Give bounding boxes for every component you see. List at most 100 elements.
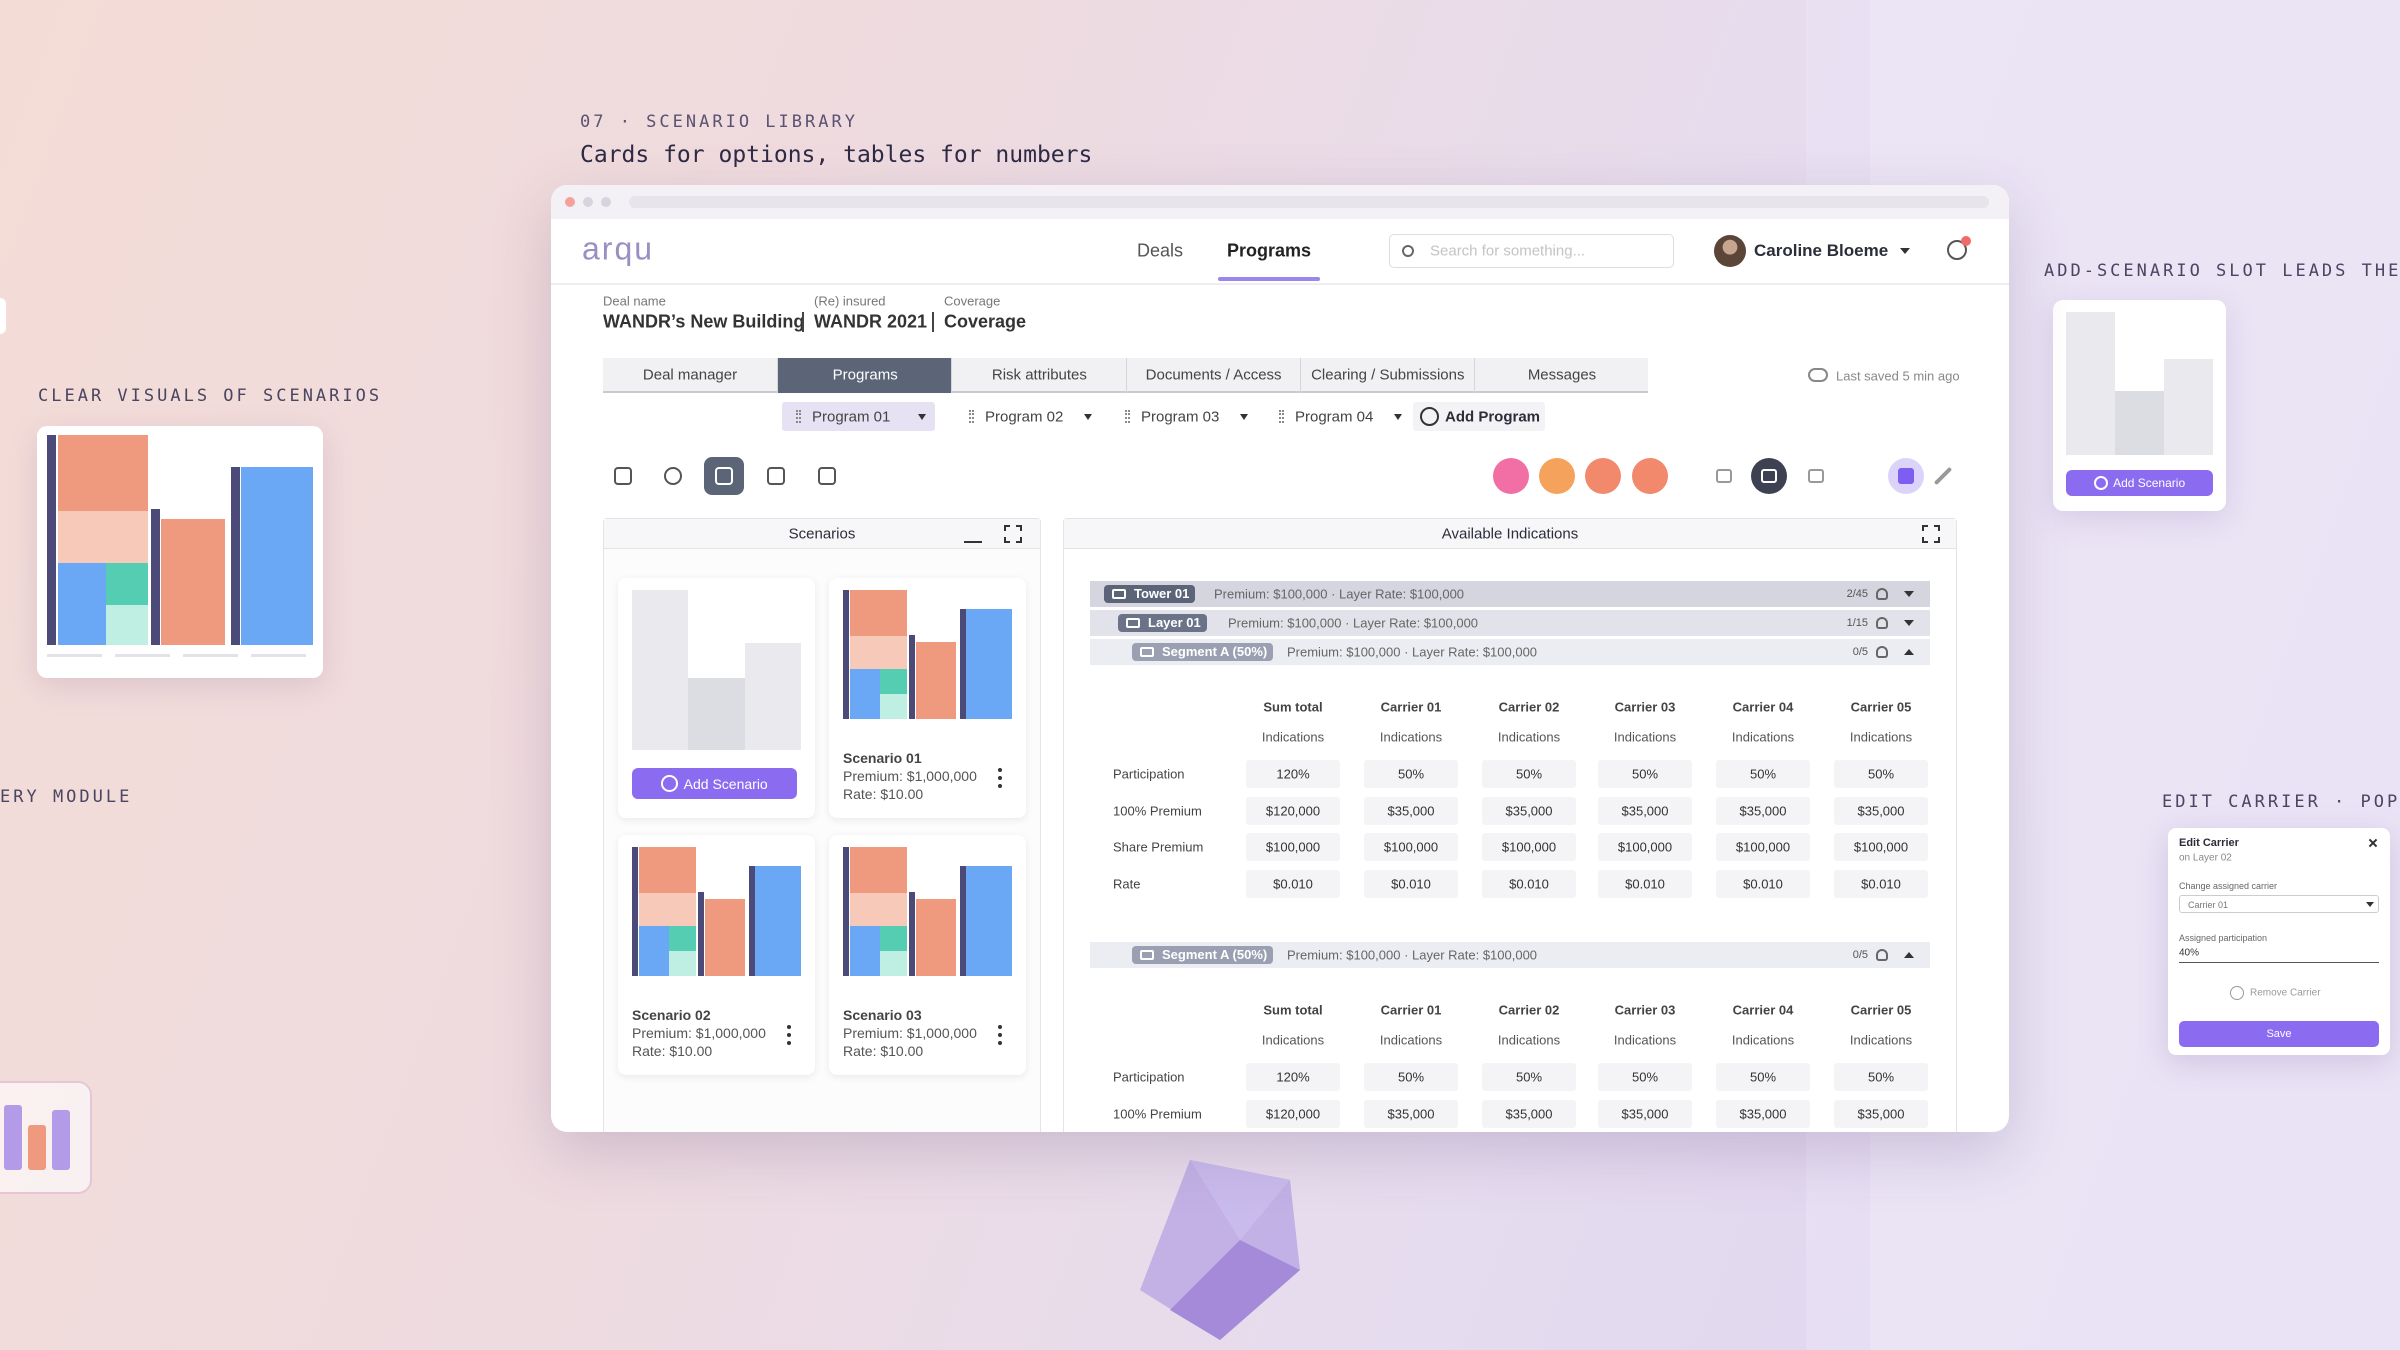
kebab-dot [998,768,1002,772]
save-button[interactable]: Save [2179,1021,2379,1047]
save-icon[interactable] [1888,458,1924,494]
cell-bg [1246,1099,1340,1128]
scenario-card[interactable]: Scenario 03 Premium: $1,000,000 Rate: $10.… [829,835,1026,1075]
chart-block [915,641,957,719]
cell: 50% [1631,766,1659,782]
placeholder-block [2164,359,2213,455]
row-pill: Segment A (50%) [1132,946,1274,964]
view-toggle[interactable] [1751,458,1787,494]
program-tab[interactable]: Program 01 [782,402,935,431]
row-caret [1904,591,1914,597]
add-scenario-button[interactable]: Add Scenario [632,768,797,799]
chart-block [849,893,908,926]
remove-button[interactable]: Remove Carrier [2250,987,2321,999]
drag-handle [1279,410,1284,423]
tab[interactable]: Messages [1474,358,1648,393]
row-icon [1140,647,1154,657]
tab[interactable]: Programs [777,358,952,393]
hierarchy-row[interactable]: Tower 01 Premium: $100,000 · Layer Rate: … [1090,581,1930,607]
hierarchy-row[interactable]: Segment A (50%) Premium: $100,000 · Layer… [1090,639,1930,665]
nav-link[interactable]: Programs [1226,240,1312,261]
column-subheader: Indications [1731,729,1795,745]
expand-icon[interactable] [1004,525,1022,543]
user-icon [1876,588,1888,600]
cell: $100,000 [1501,839,1557,855]
tool-icon[interactable] [704,457,744,495]
tool-icon[interactable] [603,457,643,495]
participation-input[interactable]: 40% [2179,947,2200,959]
scenario-card[interactable]: Add Scenario [618,578,815,818]
row-caret [1904,649,1914,655]
tool-icon[interactable] [756,457,796,495]
avatar[interactable] [1714,235,1746,267]
program-tab[interactable]: Program 03 [1111,402,1256,431]
tab[interactable]: Risk attributes [951,358,1125,393]
plus-icon [1420,407,1439,426]
cell-bg [1482,869,1576,898]
chart-block [632,847,638,976]
button-label: Add Scenario [2113,476,2186,490]
scenario-card[interactable]: Scenario 01 Premium: $1,000,000 Rate: $10.… [829,578,1026,818]
carrier-select[interactable]: Carrier 01 [2179,895,2379,913]
program-tab[interactable]: Program 02 [955,402,1100,431]
cell-bg [1246,833,1340,861]
cloud-icon [1808,368,1828,382]
cell: 120% [1276,766,1310,782]
cell-bg [1598,869,1692,898]
cell: 120% [1276,1069,1310,1085]
hierarchy-row[interactable]: Segment A (50%) Premium: $100,000 · Layer… [1090,942,1930,968]
cell-bg [1246,760,1340,788]
tab[interactable]: Deal manager [603,358,777,393]
program-label: Program 01 [812,408,891,426]
add-program[interactable]: Add Program [1413,402,1545,431]
edit-icon[interactable] [1933,466,1953,486]
nav-link[interactable]: Deals [1136,240,1184,261]
column-header: Carrier 02 [1498,1002,1560,1018]
window-dot [565,197,575,207]
row-pill: Tower 01 [1104,585,1196,603]
headline: Cards for options, tables for numbers [580,142,1093,168]
globe-icon[interactable] [1947,240,1967,260]
deal-label: Deal name [603,293,666,309]
action-button[interactable] [1632,458,1668,494]
scenario-card[interactable]: Scenario 02 Premium: $1,000,000 Rate: $10.… [618,835,815,1075]
row-name: Segment A (50%) [1162,947,1268,962]
action-button[interactable] [1585,458,1621,494]
tab[interactable]: Clearing / Submissions [1299,358,1474,393]
remove-icon[interactable] [2230,986,2244,1000]
action-button[interactable] [1539,458,1575,494]
button-label: Add Scenario [683,775,768,792]
user-name[interactable]: Caroline Bloeme [1754,241,1889,260]
chart-block [241,466,313,645]
search-box[interactable]: Search for something... [1389,234,1674,268]
scenario-chart [632,847,801,976]
drag-handle [969,410,974,423]
tab[interactable]: Documents / Access [1125,358,1300,393]
chart-block [105,563,149,606]
header-divider [551,283,2009,285]
download-icon[interactable] [964,525,982,543]
program-caret [1240,414,1248,420]
search-placeholder: Search for something... [1430,242,1586,260]
save-label: Save [2266,1028,2292,1040]
program-tab[interactable]: Program 04 [1265,402,1410,431]
view-toggle[interactable] [1706,458,1742,494]
expand-icon[interactable] [1922,525,1940,543]
tool-icon[interactable] [807,457,847,495]
tool-icon[interactable] [653,457,693,495]
mini-chart-card [0,1081,92,1194]
chart-block [57,510,149,564]
chart-block [230,466,240,645]
chart-block [704,898,746,976]
column-subheader: Indications [1731,1032,1795,1048]
cell: $35,000 [1621,803,1669,818]
action-button[interactable] [1493,458,1529,494]
hierarchy-row[interactable]: Layer 01 Premium: $100,000 · Layer Rate: … [1090,610,1930,636]
view-toggle[interactable] [1798,458,1834,494]
column-subheader: Indications [1849,729,1913,745]
placeholder-block [2114,390,2165,455]
add-scenario-button[interactable]: Add Scenario [2066,470,2213,496]
cell: 50% [1397,766,1425,782]
cell-bg [1246,796,1340,825]
cell: $35,000 [1505,803,1553,818]
